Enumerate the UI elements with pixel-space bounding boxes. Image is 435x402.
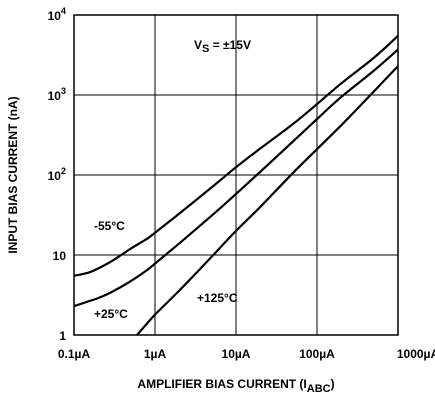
conditions-label: VS = ±15V [194, 38, 251, 55]
x-axis-label: AMPLIFIER BIAS CURRENT (IABC) [137, 377, 334, 395]
series-line-1 [74, 48, 398, 308]
y-tick-label-1: 10 [53, 249, 67, 263]
y-tick-label-3: 103 [48, 86, 66, 103]
x-tick-label-3: 100µA [299, 347, 335, 361]
y-tick-label-4: 104 [48, 6, 66, 23]
series-label-1: +25°C [94, 307, 128, 321]
x-tick-label-2: 10µA [222, 347, 251, 361]
x-axis-label-close: ) [331, 377, 335, 391]
x-axis-label-sub: ABC [307, 383, 331, 395]
x-tick-label-0: 0.1µA [58, 347, 91, 361]
x-tick-labels: 0.1µA 1µA 10µA 100µA 1000µA [58, 347, 435, 361]
series-label-2: +125°C [197, 291, 238, 305]
conditions-sub: S [202, 43, 209, 55]
series-lines [74, 34, 398, 335]
x-axis-label-main: AMPLIFIER BIAS CURRENT (I [137, 377, 306, 391]
series-line-2 [136, 65, 398, 335]
y-axis-label: INPUT BIAS CURRENT (nA) [6, 96, 20, 253]
conditions-main: V [194, 38, 202, 52]
conditions-rest: = ±15V [209, 38, 251, 52]
series-annotations: -55°C +25°C +125°C [94, 219, 238, 321]
y-tick-label-2: 102 [48, 166, 66, 183]
y-tick-labels: 1 10 102 103 104 [48, 6, 67, 343]
x-tick-label-1: 1µA [144, 347, 167, 361]
x-tick-label-4: 1000µA [397, 347, 435, 361]
series-label-0: -55°C [94, 219, 125, 233]
series-line-0 [74, 34, 398, 277]
y-tick-label-0: 1 [59, 329, 66, 343]
plot-frame [73, 14, 399, 336]
